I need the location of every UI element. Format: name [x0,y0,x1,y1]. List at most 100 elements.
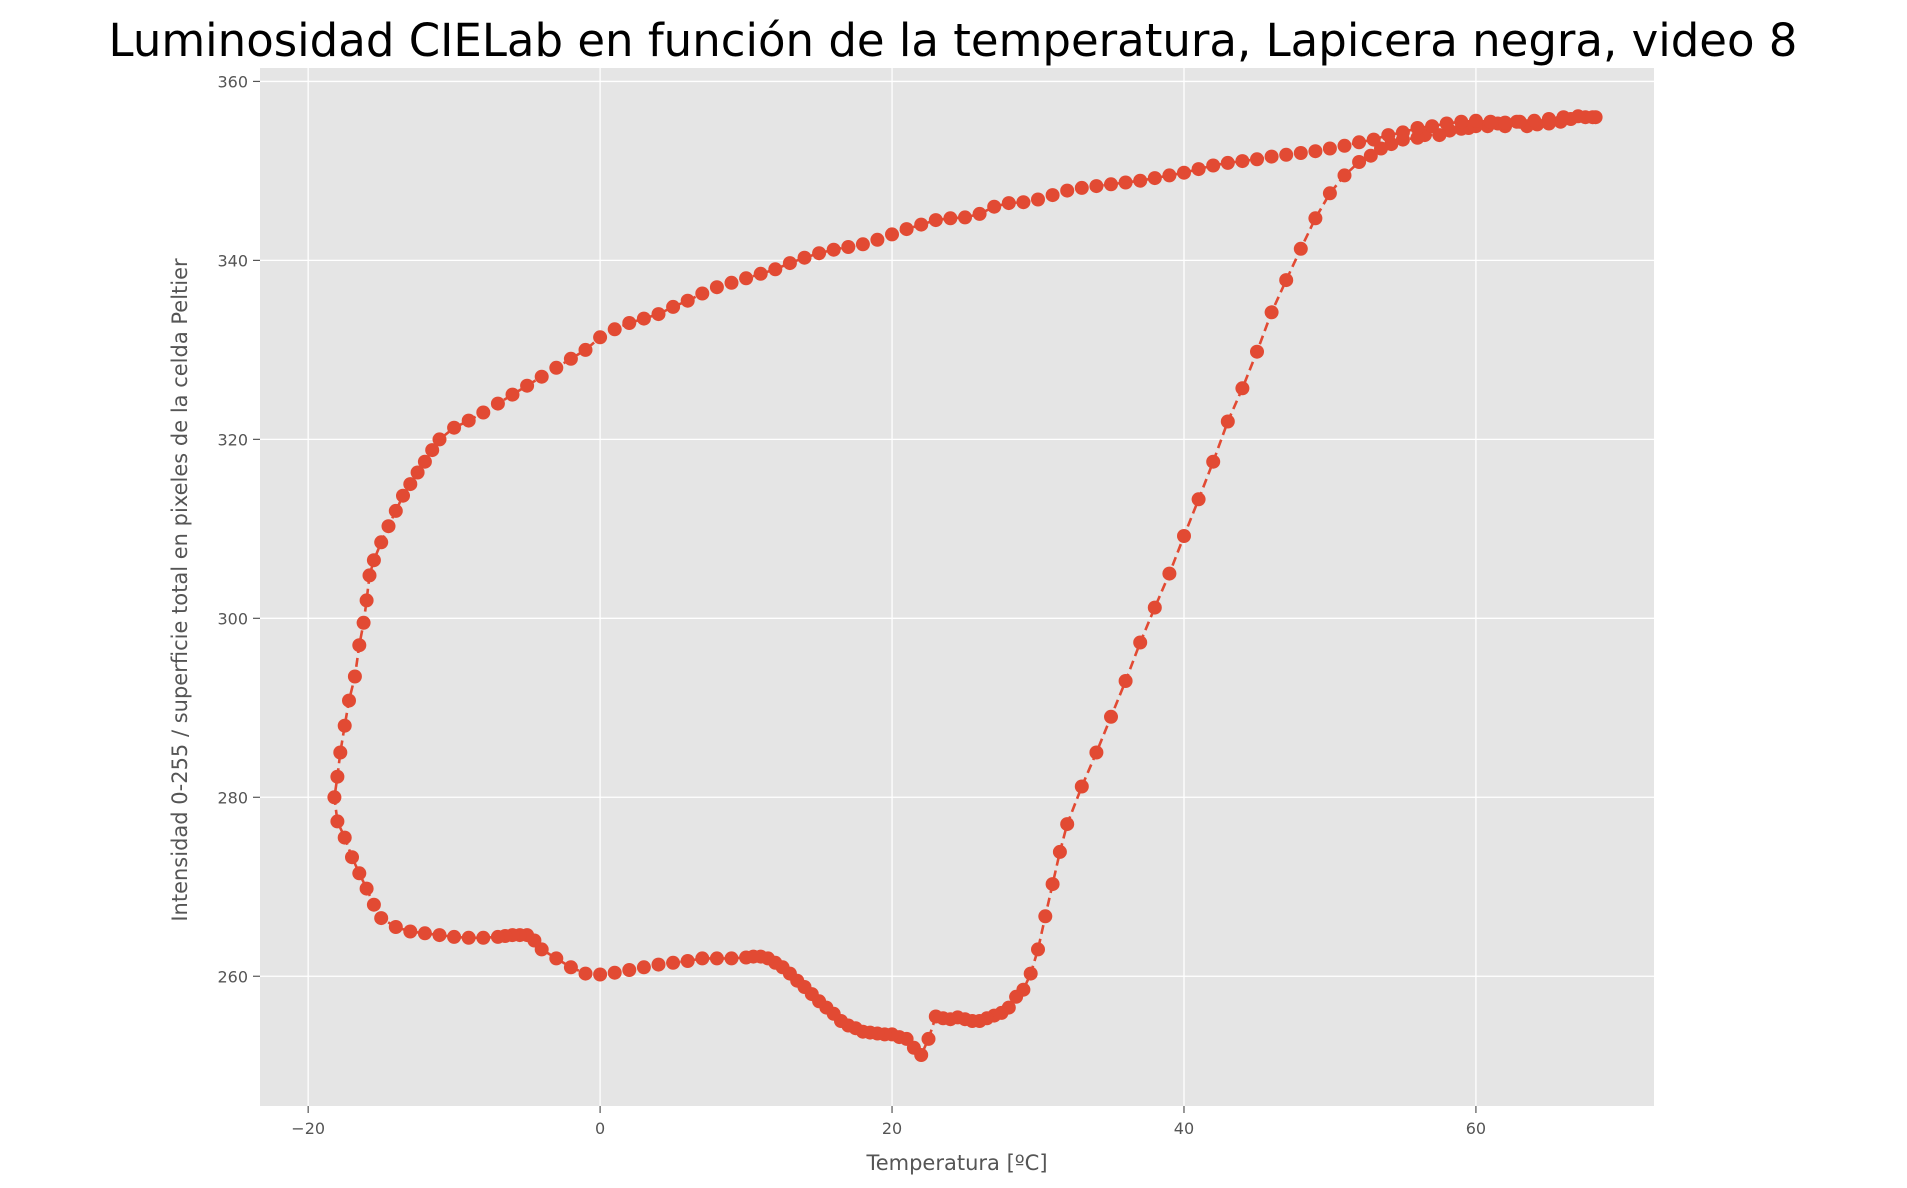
data-point [1410,121,1425,135]
data-point [1279,147,1294,162]
data-point [345,850,359,865]
data-point [1177,529,1191,543]
x-tick-label: 60 [1466,1119,1486,1138]
data-point [1147,171,1162,186]
data-point [1177,165,1191,180]
data-point [374,535,389,550]
data-point [352,638,367,653]
data-point [1410,130,1425,145]
data-point [666,955,681,970]
data-point [366,897,381,912]
data-point [352,866,367,881]
data-point [1337,168,1352,183]
data-point [333,745,348,760]
data-point [1031,192,1045,207]
data-point [461,930,476,945]
data-point [841,240,856,254]
data-point [1009,989,1024,1004]
data-point [870,232,885,247]
data-point [520,378,535,393]
data-point [1206,158,1221,173]
data-point [362,568,377,583]
data-point [432,928,447,943]
data-point [417,926,432,941]
data-point [636,960,651,975]
data-point [432,432,447,447]
data-point [1585,110,1600,125]
data-point [1250,152,1264,167]
data-point [1308,144,1323,159]
data-point [607,322,622,337]
data-point [1191,492,1206,507]
data-point [356,615,371,630]
data-point [1498,115,1513,130]
data-point [563,351,578,366]
data-point [812,246,827,261]
data-point [855,237,870,252]
data-point [1074,180,1089,195]
data-point [826,242,841,257]
data-point [768,262,783,277]
data-point [1060,817,1075,832]
data-point [447,929,462,944]
data-point [337,830,352,845]
series-layer [327,109,1603,1062]
data-point [578,342,593,357]
data-point [636,311,651,326]
data-point [359,593,374,608]
data-point [797,250,812,265]
data-point [695,286,710,301]
data-point [1293,241,1308,256]
data-point [490,396,505,411]
data-point [534,369,549,384]
data-point [461,413,476,428]
data-point [1220,414,1235,429]
data-point [1541,112,1556,126]
data-point [1045,188,1060,203]
data-point [1089,179,1104,194]
data-point [1395,125,1410,140]
data-point [914,217,929,232]
data-point [695,951,710,966]
data-point [1439,116,1454,131]
data-point [1162,168,1177,183]
y-tick-label: 300 [217,609,248,628]
data-point [1468,113,1483,128]
data-point [1556,110,1571,125]
data-point [505,387,520,402]
data-point [476,930,491,945]
data-point [1352,155,1367,169]
data-point [1031,942,1045,957]
data-point [403,477,418,492]
data-point [899,222,914,237]
data-point [739,271,754,286]
data-point [396,488,410,503]
data-point [651,957,666,972]
data-point [607,965,622,980]
y-tick-label: 360 [217,72,248,91]
data-point [490,929,505,944]
data-point [1512,114,1527,129]
data-point [330,814,345,829]
data-point [622,963,637,977]
data-point [563,960,578,975]
data-point [753,266,768,281]
data-point [1264,305,1279,320]
y-tick-label: 340 [217,251,248,270]
data-point [1038,909,1053,924]
data-point [958,210,972,225]
data-point [347,669,362,684]
data-point [680,954,695,968]
data-point [1060,183,1075,198]
data-point [1264,149,1279,164]
data-point [1118,175,1133,190]
data-point [417,454,432,469]
data-point [1074,779,1089,794]
data-point [943,211,958,226]
data-point [1293,146,1308,160]
data-point [327,790,342,805]
data-point [928,213,943,228]
data-point [651,307,666,322]
x-tick-label: 20 [882,1119,902,1138]
